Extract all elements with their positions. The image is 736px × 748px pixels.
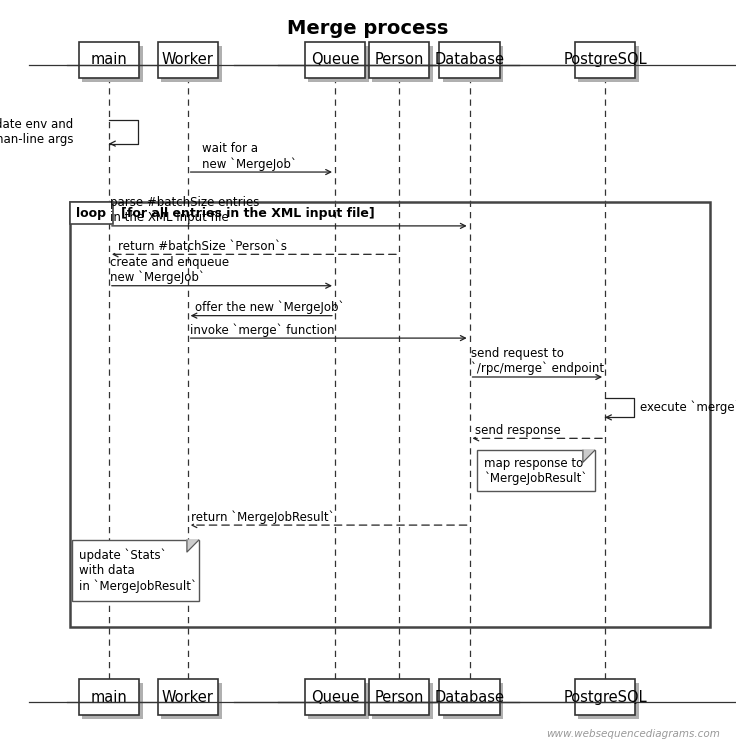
Bar bbox=[82, 683, 143, 719]
Bar bbox=[70, 202, 113, 224]
Polygon shape bbox=[583, 450, 595, 462]
Bar bbox=[575, 42, 635, 78]
Bar bbox=[158, 42, 218, 78]
Bar bbox=[369, 42, 429, 78]
Text: execute `merge` function: execute `merge` function bbox=[640, 401, 736, 414]
Bar bbox=[305, 42, 365, 78]
Bar bbox=[443, 46, 503, 82]
Text: PostgreSQL: PostgreSQL bbox=[563, 690, 647, 705]
Bar bbox=[161, 46, 222, 82]
Bar bbox=[161, 683, 222, 719]
Text: Merge process: Merge process bbox=[287, 19, 449, 38]
Text: send response: send response bbox=[475, 424, 561, 437]
Bar bbox=[308, 683, 369, 719]
Text: offer the new `MergeJob`: offer the new `MergeJob` bbox=[195, 301, 344, 314]
Text: [for all entries in the XML input file]: [for all entries in the XML input file] bbox=[121, 206, 375, 220]
Text: return `MergeJobResult`: return `MergeJobResult` bbox=[191, 510, 335, 524]
Bar bbox=[79, 42, 139, 78]
Bar bbox=[578, 683, 639, 719]
Text: create and enqueue
new `MergeJob`: create and enqueue new `MergeJob` bbox=[110, 256, 230, 284]
Bar bbox=[439, 42, 500, 78]
Text: update `Stats`
with data
in `MergeJobResult`: update `Stats` with data in `MergeJobRes… bbox=[79, 549, 197, 592]
Bar bbox=[70, 202, 710, 627]
Polygon shape bbox=[187, 540, 199, 552]
Text: PostgreSQL: PostgreSQL bbox=[563, 52, 647, 67]
Bar bbox=[443, 683, 503, 719]
Text: Database: Database bbox=[434, 690, 505, 705]
Text: map response to
`MergeJobResult`: map response to `MergeJobResult` bbox=[484, 456, 587, 485]
Text: send request to
`/rpc/merge` endpoint: send request to `/rpc/merge` endpoint bbox=[471, 347, 604, 375]
Text: www.websequencediagrams.com: www.websequencediagrams.com bbox=[546, 729, 720, 739]
Text: main: main bbox=[91, 690, 127, 705]
Bar bbox=[305, 679, 365, 715]
Bar bbox=[308, 46, 369, 82]
Bar bbox=[72, 540, 199, 601]
Text: Worker: Worker bbox=[162, 52, 213, 67]
Bar bbox=[578, 46, 639, 82]
Bar bbox=[372, 46, 433, 82]
Bar bbox=[477, 450, 595, 491]
Bar bbox=[372, 683, 433, 719]
Bar bbox=[439, 679, 500, 715]
Text: Person: Person bbox=[374, 690, 424, 705]
Bar bbox=[575, 679, 635, 715]
Text: Worker: Worker bbox=[162, 690, 213, 705]
Bar bbox=[158, 679, 218, 715]
Text: loop: loop bbox=[77, 206, 106, 220]
Bar bbox=[82, 46, 143, 82]
Text: return #batchSize `Person`s: return #batchSize `Person`s bbox=[118, 240, 287, 253]
Text: invoke `merge` function: invoke `merge` function bbox=[190, 323, 334, 337]
Text: validate env and
comman-line args: validate env and comman-line args bbox=[0, 117, 74, 146]
Text: Queue: Queue bbox=[311, 690, 359, 705]
Text: Database: Database bbox=[434, 52, 505, 67]
Bar bbox=[369, 679, 429, 715]
Bar bbox=[79, 679, 139, 715]
Text: Queue: Queue bbox=[311, 52, 359, 67]
Text: main: main bbox=[91, 52, 127, 67]
Text: wait for a
new `MergeJob`: wait for a new `MergeJob` bbox=[202, 142, 297, 171]
Text: Person: Person bbox=[374, 52, 424, 67]
Text: parse #batchSize entries
in the XML input file: parse #batchSize entries in the XML inpu… bbox=[110, 197, 260, 224]
